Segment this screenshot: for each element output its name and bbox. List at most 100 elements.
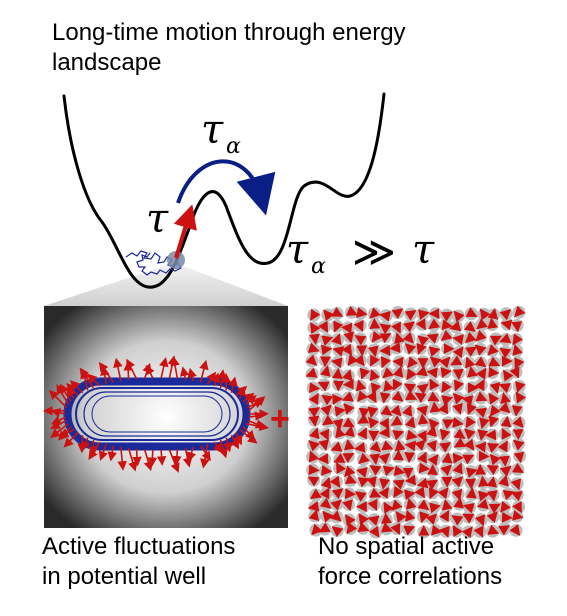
field-force-arrow (342, 417, 355, 428)
orbit-force-arrow (248, 411, 265, 421)
field-force-arrow (452, 346, 464, 359)
field-force-arrow (415, 318, 426, 331)
field-force-arrow (382, 465, 395, 476)
plus-sign: + (270, 400, 290, 438)
field-force-arrow (452, 452, 465, 464)
field-force-arrow (355, 467, 368, 478)
field-force-arrow (500, 415, 512, 428)
field-force-arrow (318, 522, 331, 533)
orbit-force-arrow (56, 384, 70, 405)
field-force-arrow (511, 321, 523, 333)
field-force-arrow (462, 454, 475, 465)
field-force-arrow (342, 499, 353, 512)
field-force-arrow (452, 462, 463, 475)
field-force-arrow (319, 428, 330, 441)
field-force-arrow (440, 367, 452, 378)
field-force-arrow (442, 419, 455, 430)
field-force-arrow (452, 417, 464, 428)
field-force-arrow (467, 365, 478, 378)
field-force-arrow (402, 331, 414, 344)
field-force-arrow (512, 416, 524, 429)
field-force-arrow (416, 477, 429, 489)
tau-alpha-top-label: τ α (201, 107, 241, 159)
field-force-arrow (414, 439, 426, 451)
field-force-arrow (452, 334, 464, 345)
field-force-arrow (510, 478, 521, 491)
field-force-arrow (453, 497, 465, 509)
field-force-arrow (488, 503, 501, 514)
field-force-arrow (475, 407, 488, 418)
field-force-arrow (380, 356, 391, 369)
field-force-arrow (462, 513, 475, 524)
field-force-arrow (499, 333, 512, 344)
field-force-arrow (320, 476, 332, 489)
field-force-arrow (307, 476, 320, 487)
field-force-arrow (405, 390, 418, 400)
field-force-arrow (499, 347, 512, 359)
field-force-arrow (417, 335, 430, 347)
field-force-arrow (511, 462, 524, 474)
field-force-arrow (392, 365, 404, 378)
field-force-arrow (439, 356, 451, 369)
field-force-arrow (428, 318, 441, 330)
field-force-arrow (501, 427, 512, 440)
field-force-arrow (378, 452, 391, 465)
field-force-arrow (367, 416, 379, 429)
field-force-arrow (381, 512, 392, 524)
field-force-arrow (347, 354, 359, 367)
field-force-arrow (416, 430, 427, 443)
field-force-arrow (476, 498, 489, 510)
field-force-arrow (489, 404, 501, 417)
field-force-arrow (452, 402, 463, 415)
field-force-arrow (358, 452, 370, 465)
field-force-arrow (465, 487, 477, 499)
field-force-arrow (332, 418, 344, 431)
orbit-force-arrow (239, 428, 258, 444)
field-force-arrow (440, 329, 453, 342)
field-force-arrow (466, 403, 477, 416)
field-force-arrow (404, 489, 416, 501)
orbit-force-arrow (98, 443, 108, 461)
orbit-force-arrow (123, 360, 134, 380)
field-force-arrow (393, 465, 406, 476)
orbit-force-arrow (87, 373, 101, 387)
title-line-2: landscape (52, 49, 162, 76)
field-force-arrow (488, 356, 501, 367)
tau-alpha-sub: α (311, 254, 326, 279)
field-force-arrow (321, 335, 334, 346)
hop-arrow (176, 159, 276, 216)
field-force-arrow (344, 465, 356, 478)
field-force-arrow (378, 486, 390, 499)
orbit-force-arrow (57, 426, 72, 441)
field-force-arrow (441, 452, 453, 464)
orbit-force-arrow (156, 449, 167, 466)
field-force-arrow (439, 525, 450, 538)
field-force-arrow (309, 382, 321, 394)
field-force-arrow (317, 381, 330, 392)
left-caption: Active fluctuations in potential well (42, 532, 235, 592)
field-force-arrow (321, 394, 334, 406)
field-force-arrow (341, 391, 354, 402)
field-force-arrow (336, 462, 347, 475)
field-force-arrow (509, 524, 521, 537)
orbit-force-arrow (145, 364, 155, 379)
field-force-arrow (419, 511, 430, 524)
field-force-arrow (392, 479, 405, 490)
field-force-arrow (465, 356, 476, 369)
field-force-arrow (489, 382, 501, 394)
field-force-arrow (463, 438, 475, 451)
field-force-arrow (391, 321, 401, 334)
field-force-arrow (394, 439, 406, 452)
field-force-arrow (465, 307, 478, 318)
field-force-arrow (417, 499, 430, 511)
field-force-arrow (475, 330, 487, 342)
field-force-arrow (310, 308, 321, 322)
field-force-arrow (498, 474, 509, 487)
field-force-arrow (332, 346, 345, 357)
field-force-arrow (451, 515, 464, 526)
orbit-force-arrow (98, 361, 115, 383)
field-force-arrow (403, 321, 415, 333)
field-force-arrow (498, 402, 511, 414)
field-force-arrow (414, 392, 427, 403)
